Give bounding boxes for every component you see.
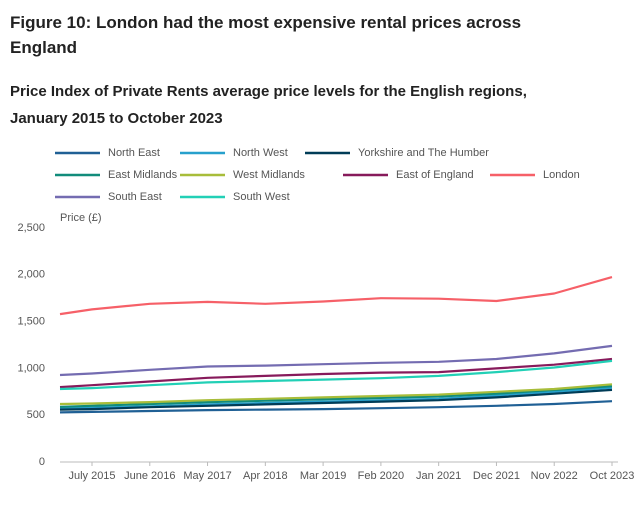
x-tick-label: Jan 2021	[416, 470, 461, 482]
y-tick-label: 1,000	[17, 362, 45, 374]
x-tick-label: Oct 2023	[590, 470, 635, 482]
series-line	[59, 359, 613, 391]
legend-label: East of England	[396, 169, 474, 181]
series-line	[59, 276, 613, 316]
series-line	[59, 388, 613, 411]
x-tick-label: Dec 2021	[473, 470, 520, 482]
series-line	[59, 383, 613, 406]
y-tick-label: 0	[39, 456, 45, 468]
x-tick-label: May 2017	[183, 470, 231, 482]
x-tick-label: Feb 2020	[358, 470, 404, 482]
legend-label: London	[543, 169, 580, 181]
x-tick-label: Mar 2019	[300, 470, 346, 482]
x-tick-label: July 2015	[68, 470, 115, 482]
legend-label: South East	[108, 191, 162, 203]
series-line	[59, 344, 613, 377]
y-tick-label: 500	[27, 409, 45, 421]
series-line	[59, 357, 613, 389]
legend-label: North East	[108, 147, 160, 159]
x-tick-label: June 2016	[124, 470, 175, 482]
y-tick-label: 2,000	[17, 269, 45, 281]
x-tick-label: Apr 2018	[243, 470, 288, 482]
legend-label: North West	[233, 147, 288, 159]
legend-label: Yorkshire and The Humber	[358, 147, 489, 159]
chart-subtitle: Price Index of Private Rents average pri…	[10, 83, 527, 127]
legend-label: South West	[233, 191, 290, 203]
series-line	[59, 400, 613, 414]
y-tick-label: 2,500	[17, 222, 45, 234]
legend-label: East Midlands	[108, 169, 178, 181]
x-tick-label: Nov 2022	[531, 470, 578, 482]
series-line	[59, 385, 613, 408]
y-axis-label: Price (£)	[60, 212, 102, 224]
y-tick-label: 1,500	[17, 316, 45, 328]
legend-label: West Midlands	[233, 169, 305, 181]
chart-title: Figure 10: London had the most expensive…	[10, 13, 522, 57]
